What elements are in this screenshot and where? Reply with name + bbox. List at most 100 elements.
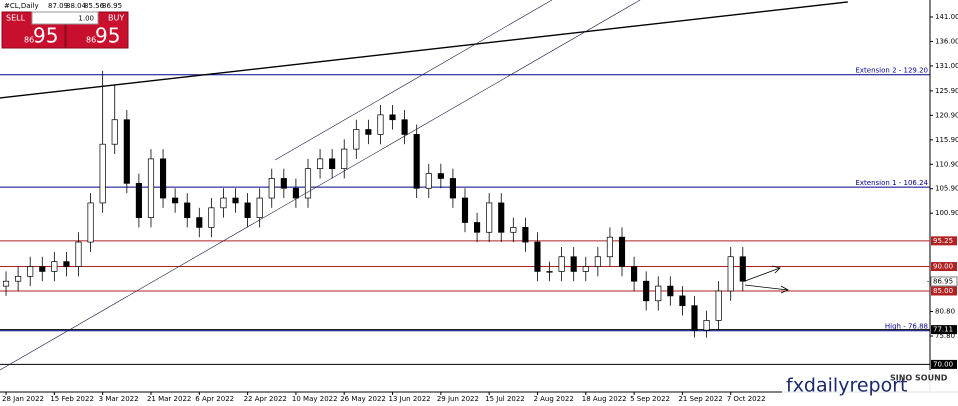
y-tick-label: 100.90 <box>935 209 958 217</box>
price-tag-label: 85.00 <box>933 287 953 295</box>
candle-body <box>510 227 517 233</box>
price-tag-label: 90.00 <box>933 263 953 271</box>
buy-label: BUY <box>108 14 124 23</box>
x-tick-label: 22 Apr 2022 <box>244 395 287 403</box>
y-tick-label: 125.90 <box>935 87 958 95</box>
candle-body <box>739 256 746 282</box>
candle-body <box>316 158 324 170</box>
candle-body <box>87 202 94 243</box>
candle-body <box>196 217 203 228</box>
buy-price-minor: 95 <box>95 24 120 48</box>
candle-body <box>727 256 734 292</box>
arrow-up <box>744 265 781 282</box>
x-tick-label: 26 May 2022 <box>340 395 386 403</box>
candle-body <box>135 183 142 218</box>
candle-body <box>341 148 348 170</box>
candle-body <box>546 271 553 273</box>
candle-body <box>304 168 312 199</box>
y-tick-label: 131.00 <box>935 62 958 70</box>
candle-body <box>594 256 601 267</box>
candle-body <box>365 129 372 135</box>
x-tick-label: 2 Aug 2022 <box>533 395 573 403</box>
watermark-logo: SINO SOUND <box>890 374 948 383</box>
candle-body <box>486 202 493 233</box>
arrow-down <box>744 284 789 294</box>
candle-body <box>377 114 384 135</box>
candle-body <box>99 143 106 204</box>
candle-body <box>172 197 179 204</box>
candle-body <box>2 280 10 287</box>
candle-body <box>618 236 626 267</box>
y-tick-label: 120.90 <box>935 111 958 119</box>
y-tick-label: 80.80 <box>935 308 955 316</box>
y-tick-label: 110.90 <box>935 160 958 168</box>
price-tag <box>931 236 957 246</box>
watermark: fxdailyreport <box>786 375 907 397</box>
x-tick-label: 7 Oct 2022 <box>727 395 766 403</box>
candle-body <box>244 202 251 218</box>
lot-input[interactable] <box>31 11 99 25</box>
y-tick-label: 105.90 <box>935 185 958 193</box>
candle-body <box>220 197 227 209</box>
candle-body <box>280 178 287 189</box>
candle-body <box>522 227 529 243</box>
trendline <box>274 0 553 161</box>
trendline <box>0 0 641 371</box>
candle-body <box>631 266 638 282</box>
candle-body <box>329 158 336 170</box>
candle-body <box>39 266 46 272</box>
x-tick-label: 5 Sep 2022 <box>630 395 670 403</box>
candle-body <box>449 178 456 199</box>
y-tick-label: 75.80 <box>935 332 955 340</box>
x-tick-label: 28 Jan 2022 <box>2 395 44 403</box>
candle-body <box>111 119 118 145</box>
current-price-tag <box>930 276 958 287</box>
sell-price-minor: 95 <box>33 24 58 48</box>
candle-body <box>474 222 481 233</box>
candle-body <box>691 305 698 331</box>
price-tag <box>931 359 957 369</box>
x-tick-label: 29 Jun 2022 <box>437 395 479 403</box>
ohlc-close: 86.95 <box>102 2 122 10</box>
price-tag <box>931 325 957 335</box>
x-tick-label: 3 Mar 2022 <box>99 395 139 403</box>
lot-size: 1.00 <box>78 15 94 23</box>
x-tick-label: 21 Sep 2022 <box>678 395 722 403</box>
candle-body <box>558 256 565 272</box>
watermark-box <box>782 370 958 406</box>
price-tag <box>931 262 957 272</box>
level-text: Extension 1 - 106.24 <box>855 179 928 187</box>
candle-body <box>15 275 22 282</box>
y-tick-label: 136.00 <box>935 37 958 45</box>
candle-body <box>268 178 275 199</box>
candle-body <box>425 173 432 189</box>
trade-panel: #CL,Daily 87.09 88.04 85.56 86.95 1.00 S… <box>1 2 129 49</box>
price-tag <box>931 286 957 296</box>
x-tick-label: 13 Jun 2022 <box>389 395 431 403</box>
candle-body <box>570 256 577 272</box>
sell-price-major: 86 <box>24 36 34 45</box>
ohlc-low: 85.56 <box>84 2 105 10</box>
level-text: Extension 2 - 129.20 <box>855 67 928 75</box>
candle-body <box>27 266 34 277</box>
candle-body <box>643 280 650 302</box>
candle-body <box>582 266 589 272</box>
x-tick-label: 21 Mar 2022 <box>147 395 191 403</box>
x-tick-label: 18 Aug 2022 <box>582 395 627 403</box>
candle-body <box>63 261 70 267</box>
buy-price-major: 86 <box>86 36 96 45</box>
candle-body <box>256 197 263 218</box>
candle-body <box>353 129 360 150</box>
candle-body <box>498 202 505 233</box>
candle-body <box>437 173 444 179</box>
candle-body <box>184 202 191 218</box>
candle-body <box>147 158 155 218</box>
trendline <box>0 1 848 99</box>
price-tag-label: 77.11 <box>933 326 953 334</box>
candle-body <box>655 285 662 302</box>
candle-body <box>534 241 541 272</box>
candle-body <box>389 114 396 121</box>
chart-symbol: #CL,Daily <box>4 2 39 10</box>
